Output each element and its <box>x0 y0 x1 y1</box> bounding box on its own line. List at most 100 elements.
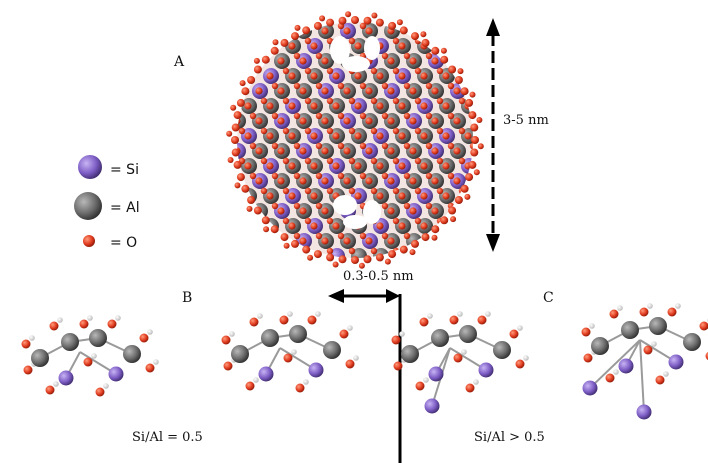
al-atom <box>591 337 609 355</box>
o-atom <box>247 76 256 84</box>
o-atom <box>387 57 395 65</box>
o-atom <box>337 232 345 240</box>
cluster-c-left <box>391 311 529 414</box>
o-atom <box>270 225 279 234</box>
al-atom <box>621 321 639 339</box>
o-atom <box>409 147 417 155</box>
o-atom <box>370 67 378 75</box>
o-atom <box>458 97 466 105</box>
h-atom <box>675 303 681 309</box>
si-atom <box>478 362 494 378</box>
si-atom <box>618 358 634 374</box>
o-atom <box>253 57 260 64</box>
bond <box>639 339 645 413</box>
o-atom <box>447 112 455 120</box>
o-atom <box>436 157 444 165</box>
o-atom <box>442 192 450 200</box>
o-atom <box>288 42 296 50</box>
o-atom <box>283 242 290 249</box>
o-atom <box>398 192 406 200</box>
o-atom <box>260 97 268 105</box>
pore <box>330 36 350 64</box>
h-atom <box>617 305 623 311</box>
o-atom <box>315 232 323 240</box>
o-atom <box>381 112 389 120</box>
o-atom <box>304 187 312 195</box>
o-atom <box>420 132 428 140</box>
o-atom <box>465 173 474 182</box>
o-atom <box>326 187 334 195</box>
o-atom <box>425 202 433 210</box>
o-atom <box>288 72 296 80</box>
o-atom <box>321 57 329 65</box>
h-atom <box>613 369 619 375</box>
o-atom <box>244 132 252 140</box>
o-atom <box>313 21 322 30</box>
o-atom <box>241 184 250 193</box>
o-atom <box>387 207 395 215</box>
o-atom <box>381 142 389 150</box>
o-atom <box>321 147 329 155</box>
o-atom <box>315 52 323 60</box>
o-atom <box>321 207 329 215</box>
o-atom <box>315 82 323 90</box>
o-atom <box>326 157 334 165</box>
o-atom <box>236 173 245 182</box>
o-atom <box>271 172 279 180</box>
o-atom <box>288 222 296 230</box>
ratio-label-c: Si/Al > 0.5 <box>474 430 545 445</box>
o-atom <box>279 315 289 325</box>
o-atom <box>293 232 301 240</box>
o-atom <box>45 385 55 395</box>
o-atom <box>453 147 461 155</box>
si-atom <box>668 354 684 370</box>
o-atom <box>398 222 406 230</box>
o-atom <box>239 80 246 87</box>
o-atom <box>348 127 356 135</box>
h-atom <box>423 377 429 383</box>
o-atom <box>326 253 335 262</box>
o-atom <box>234 182 241 189</box>
legend-si-label: = Si <box>110 162 139 178</box>
o-atom <box>310 162 318 170</box>
o-atom <box>392 187 400 195</box>
o-atom <box>315 142 323 150</box>
o-atom <box>315 112 323 120</box>
o-atom <box>304 127 312 135</box>
o-atom <box>343 117 351 125</box>
h-atom <box>229 331 235 337</box>
o-atom <box>431 207 439 215</box>
o-atom <box>469 91 476 98</box>
legend-al-label: = Al <box>110 200 140 216</box>
o-atom <box>293 112 301 120</box>
o-atom <box>249 317 259 327</box>
o-atom <box>271 82 279 90</box>
o-atom <box>272 39 279 46</box>
o-atom <box>348 187 356 195</box>
o-atom <box>337 172 345 180</box>
si-atom <box>636 404 652 420</box>
o-atom <box>302 26 311 35</box>
o-atom <box>460 184 469 193</box>
o-atom <box>315 202 323 210</box>
o-atom <box>348 97 356 105</box>
o-atom <box>271 142 279 150</box>
o-atom <box>277 147 285 155</box>
o-atom <box>403 202 411 210</box>
o-atom <box>381 232 389 240</box>
o-atom <box>299 237 307 245</box>
o-atom <box>266 162 274 170</box>
o-atom <box>348 247 356 255</box>
h-atom <box>153 359 159 365</box>
o-atom <box>326 18 335 27</box>
o-atom <box>370 127 378 135</box>
o-atom <box>238 127 246 135</box>
o-atom <box>343 147 351 155</box>
o-atom <box>376 222 384 230</box>
o-atom <box>442 102 450 110</box>
o-atom <box>450 216 457 223</box>
h-atom <box>115 315 121 321</box>
o-atom <box>354 162 362 170</box>
o-atom <box>332 132 340 140</box>
